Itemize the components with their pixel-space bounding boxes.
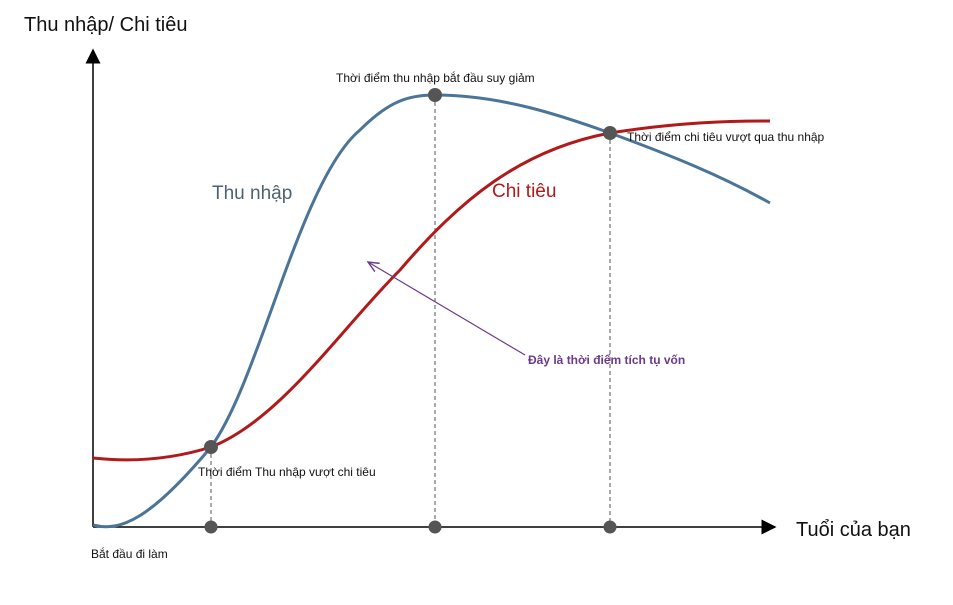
income-curve (92, 93, 771, 529)
x-axis-label: Tuổi của bạn (796, 519, 911, 541)
arrow (368, 262, 526, 356)
spending-curve (92, 119, 771, 462)
annotation: Thời điểm chi tiêu vượt qua thu nhập (627, 130, 825, 144)
y-axis-label: Thu nhập/ Chi tiêu (24, 14, 187, 36)
income-label: Thu nhập (212, 183, 292, 204)
points (204, 88, 617, 534)
annotation: Đây là thời điểm tích tụ vốn (528, 353, 685, 367)
annotation: Thời điểm Thu nhập vượt chi tiêu (198, 465, 376, 479)
spending-label: Chi tiêu (492, 181, 556, 202)
guides (210, 95, 611, 527)
annotation: Thời điểm thu nhập bắt đầu suy giảm (336, 70, 535, 85)
annotation: Bắt đầu đi làm (91, 546, 168, 561)
